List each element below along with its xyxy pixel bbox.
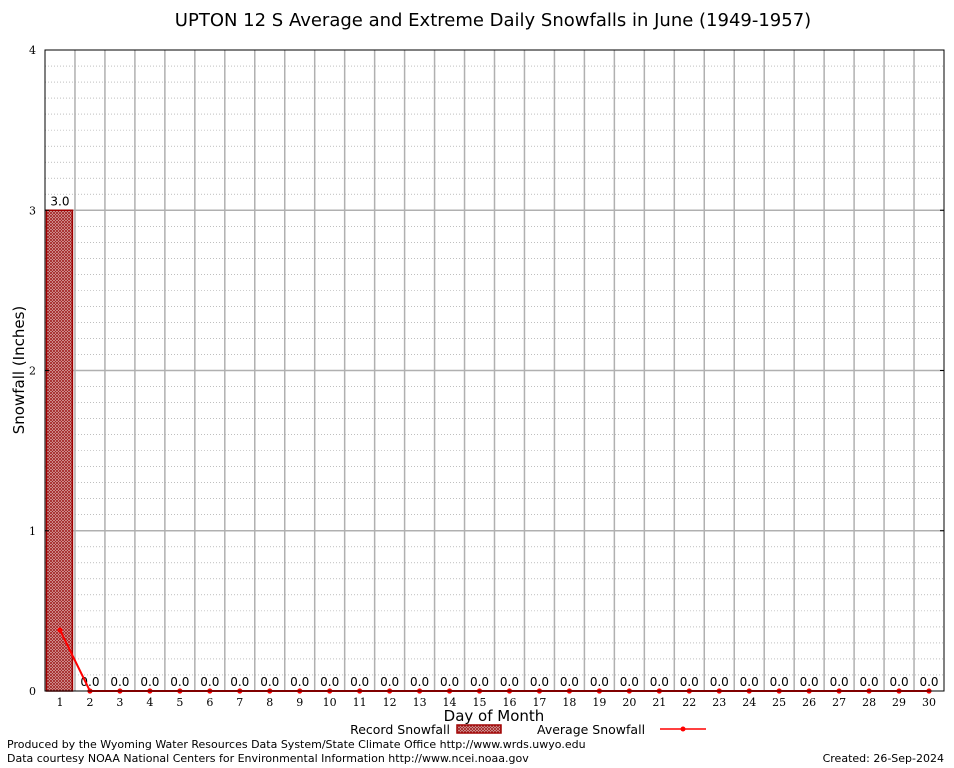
x-tick-label: 30 bbox=[922, 696, 936, 709]
bar-value-label: 0.0 bbox=[919, 675, 938, 689]
x-tick-label: 25 bbox=[772, 696, 786, 709]
bar-value-label: 0.0 bbox=[470, 675, 489, 689]
legend-record-swatch bbox=[456, 724, 502, 734]
bar-value-label: 0.0 bbox=[320, 675, 339, 689]
bar-value-label: 0.0 bbox=[800, 675, 819, 689]
x-axis-label: Day of Month bbox=[444, 707, 545, 725]
x-tick-label: 20 bbox=[622, 696, 636, 709]
x-tick-label: 1 bbox=[56, 696, 63, 709]
footer-created: Created: 26-Sep-2024 bbox=[823, 752, 944, 765]
bar-value-label: 0.0 bbox=[620, 675, 639, 689]
x-tick-label: 18 bbox=[562, 696, 576, 709]
y-tick-label: 4 bbox=[29, 44, 36, 57]
x-tick-label: 29 bbox=[892, 696, 906, 709]
bar-series bbox=[45, 209, 74, 692]
x-tick-label: 7 bbox=[236, 696, 243, 709]
bar-value-label: 0.0 bbox=[650, 675, 669, 689]
x-tick-label: 10 bbox=[323, 696, 337, 709]
bar-value-label: 0.0 bbox=[110, 675, 129, 689]
y-tick-label: 0 bbox=[29, 685, 36, 698]
x-tick-label: 3 bbox=[116, 696, 123, 709]
y-tick-label: 1 bbox=[29, 525, 36, 538]
x-tick-label: 21 bbox=[652, 696, 666, 709]
y-axis-label: Snowfall (Inches) bbox=[10, 306, 28, 434]
bar-value-label: 0.0 bbox=[230, 675, 249, 689]
x-tick-label: 16 bbox=[502, 696, 516, 709]
bar-value-label: 0.0 bbox=[770, 675, 789, 689]
x-tick-label: 15 bbox=[473, 696, 487, 709]
y-tick-label: 3 bbox=[29, 204, 36, 217]
bar-value-label: 0.0 bbox=[290, 675, 309, 689]
legend-average-marker bbox=[680, 726, 686, 732]
y-tick-label: 2 bbox=[29, 365, 36, 378]
bar-value-label: 0.0 bbox=[530, 675, 549, 689]
y-axis-ticks: 0 1 2 3 4 bbox=[29, 44, 944, 698]
x-tick-label: 8 bbox=[266, 696, 273, 709]
bar-value-label: 0.0 bbox=[200, 675, 219, 689]
bar-value-label: 0.0 bbox=[350, 675, 369, 689]
x-tick-label: 27 bbox=[832, 696, 846, 709]
bar-value-label: 0.0 bbox=[680, 675, 699, 689]
legend-average-label: Average Snowfall bbox=[537, 722, 645, 737]
x-tick-label: 26 bbox=[802, 696, 816, 709]
x-tick-label: 6 bbox=[206, 696, 213, 709]
x-tick-label: 14 bbox=[443, 696, 457, 709]
bar-value-label: 0.0 bbox=[500, 675, 519, 689]
bar-value-label: 0.0 bbox=[380, 675, 399, 689]
bar-value-label: 0.0 bbox=[830, 675, 849, 689]
bar-value-labels: 3.0 0.0 0.0 0.0 0.0 0.0 0.0 0.0 0.0 0.0 0.0 0.0 0.0 0… bbox=[50, 194, 938, 689]
legend: Record Snowfall Average Snowfall bbox=[350, 722, 706, 737]
bar-value-label: 0.0 bbox=[710, 675, 729, 689]
footer-producer: Produced by the Wyoming Water Resources … bbox=[7, 738, 586, 751]
x-tick-label: 23 bbox=[712, 696, 726, 709]
bar-value-label: 0.0 bbox=[740, 675, 759, 689]
record-bar bbox=[45, 209, 74, 692]
chart-title: UPTON 12 S Average and Extreme Daily Sno… bbox=[175, 10, 811, 31]
bar-value-label: 0.0 bbox=[440, 675, 459, 689]
bar-value-label: 3.0 bbox=[50, 194, 69, 208]
x-tick-label: 11 bbox=[353, 696, 367, 709]
x-tick-label: 19 bbox=[592, 696, 606, 709]
footer-source: Data courtesy NOAA National Centers for … bbox=[7, 752, 529, 765]
x-tick-label: 12 bbox=[383, 696, 397, 709]
x-tick-label: 17 bbox=[532, 696, 546, 709]
x-tick-label: 9 bbox=[296, 696, 303, 709]
x-tick-label: 13 bbox=[413, 696, 427, 709]
x-tick-label: 22 bbox=[682, 696, 696, 709]
bar-value-label: 0.0 bbox=[560, 675, 579, 689]
bar-value-label: 0.0 bbox=[860, 675, 879, 689]
bar-value-label: 0.0 bbox=[80, 675, 99, 689]
bar-value-label: 0.0 bbox=[260, 675, 279, 689]
legend-record-label: Record Snowfall bbox=[350, 722, 450, 737]
x-axis-ticks: 1 2 3 4 5 6 7 8 9 10 11 12 13 14 15 16 17 18 19 20 21 22 23 24 2… bbox=[56, 696, 936, 709]
x-tick-label: 28 bbox=[862, 696, 876, 709]
bar-value-label: 0.0 bbox=[890, 675, 909, 689]
bar-value-label: 0.0 bbox=[410, 675, 429, 689]
x-tick-label: 5 bbox=[176, 696, 183, 709]
grid-lines bbox=[45, 50, 944, 691]
x-tick-label: 2 bbox=[86, 696, 93, 709]
bar-value-label: 0.0 bbox=[140, 675, 159, 689]
x-tick-label: 24 bbox=[742, 696, 756, 709]
bar-value-label: 0.0 bbox=[170, 675, 189, 689]
average-point bbox=[57, 627, 63, 633]
bar-value-label: 0.0 bbox=[590, 675, 609, 689]
x-tick-label: 4 bbox=[146, 696, 153, 709]
